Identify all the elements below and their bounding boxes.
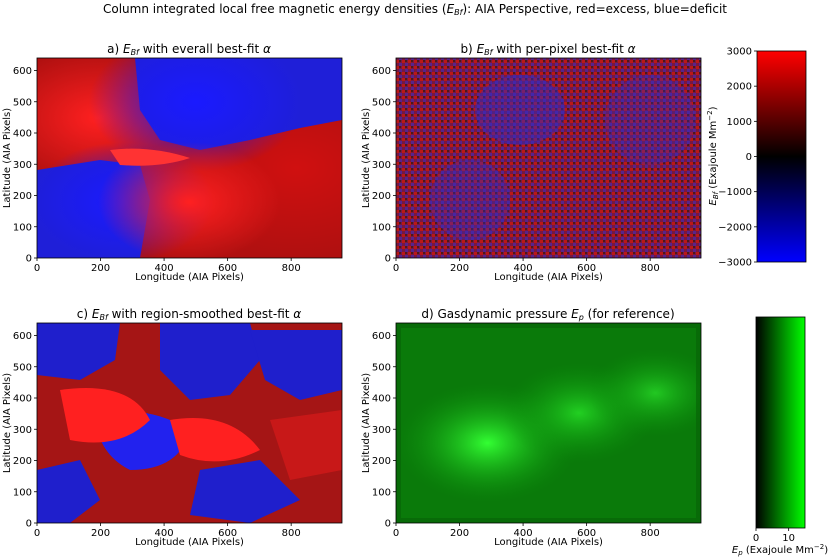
colorbar-bf-tick-label: 1000 xyxy=(727,117,752,128)
x-tick-label: 800 xyxy=(282,263,301,274)
colorbar-p-ticks: 0 10 xyxy=(753,528,795,544)
y-tick-label: 0 xyxy=(385,519,391,530)
y-tick-label: 500 xyxy=(13,362,32,373)
y-tick-label: 0 xyxy=(26,519,32,530)
y-tick-label: 300 xyxy=(13,425,32,436)
panel-c-frame xyxy=(36,322,343,524)
y-tick-label: 100 xyxy=(13,222,32,233)
y-tick-label: 600 xyxy=(13,331,32,342)
y-tick-label: 400 xyxy=(372,129,391,140)
y-tick-label: 300 xyxy=(372,160,391,171)
colorbar-bf-label: EBf (Exajoule Mm−2) xyxy=(706,106,720,205)
x-tick-label: 400 xyxy=(514,263,533,274)
x-tick-label: 800 xyxy=(641,263,660,274)
x-tick-label: 400 xyxy=(514,528,533,539)
y-tick-label: 500 xyxy=(13,97,32,108)
x-tick-label: 200 xyxy=(450,528,469,539)
colorbar-p-frame xyxy=(755,316,806,529)
y-tick-label: 400 xyxy=(372,394,391,405)
panel-b-heatmap xyxy=(396,58,701,258)
panel-d-frame xyxy=(395,322,702,524)
panel-d-title: d) Gasdynamic pressure Ep (for reference… xyxy=(421,307,674,322)
x-tick-label: 400 xyxy=(155,528,174,539)
panel-c: c) EBf with region-smoothed best-fit α 0… xyxy=(2,307,343,548)
panel-a-heatmap xyxy=(37,58,342,258)
x-tick-label: 800 xyxy=(641,528,660,539)
panel-c-axes: 0 200 400 600 8000100200300400500600Longitud… xyxy=(2,331,301,548)
y-tick-label: 0 xyxy=(385,254,391,265)
panel-c-title: c) EBf with region-smoothed best-fit α xyxy=(77,307,301,322)
x-axis-label: Longitude (AIA Pixels) xyxy=(135,537,244,548)
y-tick-label: 200 xyxy=(372,191,391,202)
y-axis-label: Latitude (AIA Pixels) xyxy=(2,108,13,208)
x-axis-label: Longitude (AIA Pixels) xyxy=(494,537,603,548)
figure-suptitle: Column integrated local free magnetic en… xyxy=(103,2,727,17)
y-tick-label: 100 xyxy=(13,487,32,498)
panel-d: d) Gasdynamic pressure Ep (for reference… xyxy=(361,307,702,548)
panel-a: a) EBf with everall best-fit α 0 200 400 60… xyxy=(2,42,343,283)
colorbar-bf-tick-label: 2000 xyxy=(727,82,752,93)
panel-b-frame xyxy=(395,57,702,259)
x-tick-label: 200 xyxy=(450,263,469,274)
panel-b-title: b) EBf with per-pixel best-fit α xyxy=(460,42,635,57)
y-axis-label: Latitude (AIA Pixels) xyxy=(361,108,372,208)
x-tick-label: 200 xyxy=(91,528,110,539)
y-tick-label: 400 xyxy=(13,394,32,405)
panel-b: b) EBf with per-pixel best-fit α 0 200 400… xyxy=(361,42,702,283)
colorbar-p-label: Ep (Exajoule Mm−2) xyxy=(732,543,828,557)
x-tick-label: 400 xyxy=(155,263,174,274)
y-tick-label: 200 xyxy=(372,456,391,467)
y-tick-label: 0 xyxy=(26,254,32,265)
y-axis-label: Latitude (AIA Pixels) xyxy=(2,373,13,473)
panel-d-axes: 0 200 400 600 8000100200300400500600Longitud… xyxy=(361,331,660,548)
colorbar-p-tick-label: 0 xyxy=(753,533,759,544)
panel-a-axes: 0 200 400 600 8000100200300400500600Longitud… xyxy=(2,66,301,283)
panel-d-heatmap xyxy=(396,323,701,523)
x-tick-label: 600 xyxy=(218,263,237,274)
colorbar-bf-tick-label: −3000 xyxy=(718,258,752,269)
y-tick-label: 500 xyxy=(372,97,391,108)
y-tick-label: 100 xyxy=(372,222,391,233)
y-tick-label: 600 xyxy=(372,66,391,77)
x-tick-label: 0 xyxy=(393,528,399,539)
y-axis-label: Latitude (AIA Pixels) xyxy=(361,373,372,473)
x-axis-label: Longitude (AIA Pixels) xyxy=(494,272,603,283)
y-tick-label: 500 xyxy=(372,362,391,373)
colorbar-p: 0 10 Ep (Exajoule Mm−2) xyxy=(732,316,828,557)
colorbar-p-tick-label: 10 xyxy=(782,533,795,544)
y-tick-label: 600 xyxy=(13,66,32,77)
panel-c-heatmap xyxy=(37,323,342,523)
x-tick-label: 800 xyxy=(282,528,301,539)
x-tick-label: 600 xyxy=(218,528,237,539)
y-tick-label: 200 xyxy=(13,456,32,467)
panel-a-frame xyxy=(36,57,343,259)
y-tick-label: 200 xyxy=(13,191,32,202)
colorbar-bf-gradient xyxy=(757,51,806,262)
colorbar-bf-tick-label: 3000 xyxy=(727,47,752,58)
panel-a-title: a) EBf with everall best-fit α xyxy=(107,42,271,57)
colorbar-bf-ticks: 3000 2000 1000 0 −1000 −2000 −3000 xyxy=(718,47,757,269)
colorbar-p-gradient xyxy=(756,317,805,528)
x-tick-label: 0 xyxy=(34,528,40,539)
x-axis-label: Longitude (AIA Pixels) xyxy=(135,272,244,283)
x-tick-label: 600 xyxy=(577,263,596,274)
x-tick-label: 0 xyxy=(34,263,40,274)
panel-b-axes: 0 200 400 600 8000100200300400500600Longitud… xyxy=(361,66,660,283)
x-tick-label: 200 xyxy=(91,263,110,274)
y-tick-label: 400 xyxy=(13,129,32,140)
y-tick-label: 600 xyxy=(372,331,391,342)
x-tick-label: 600 xyxy=(577,528,596,539)
colorbar-bf-tick-label: −1000 xyxy=(718,187,752,198)
y-tick-label: 100 xyxy=(372,487,391,498)
x-tick-label: 0 xyxy=(393,263,399,274)
y-tick-label: 300 xyxy=(13,160,32,171)
colorbar-bf-tick-label: −2000 xyxy=(718,222,752,233)
colorbar-bf: 3000 2000 1000 0 −1000 −2000 −3000 EBf (Exajou… xyxy=(706,47,807,269)
colorbar-bf-tick-label: 0 xyxy=(746,152,752,163)
y-tick-label: 300 xyxy=(372,425,391,436)
